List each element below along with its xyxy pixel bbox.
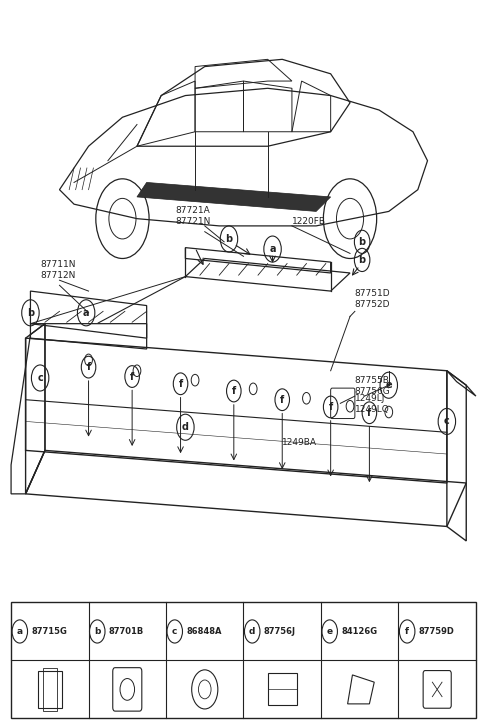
Text: e: e xyxy=(327,627,333,636)
Text: 1249BA: 1249BA xyxy=(282,438,317,447)
Text: 87711N
87712N: 87711N 87712N xyxy=(40,260,75,280)
Text: f: f xyxy=(130,371,134,382)
Text: 87756J: 87756J xyxy=(264,627,296,636)
Text: f: f xyxy=(329,402,333,412)
Text: 87701B: 87701B xyxy=(109,627,144,636)
Text: a: a xyxy=(17,627,23,636)
Text: a: a xyxy=(269,244,276,254)
Text: 87715G: 87715G xyxy=(31,627,67,636)
Text: f: f xyxy=(280,395,284,405)
Bar xyxy=(11,603,476,718)
Text: 87759D: 87759D xyxy=(419,627,455,636)
Text: 1249LJ
1249LQ: 1249LJ 1249LQ xyxy=(355,394,390,414)
Text: f: f xyxy=(232,386,236,396)
Text: f: f xyxy=(367,408,372,418)
Text: 86848A: 86848A xyxy=(187,627,222,636)
Text: b: b xyxy=(225,234,232,244)
Text: b: b xyxy=(94,627,100,636)
Text: f: f xyxy=(178,379,183,389)
Text: a: a xyxy=(83,308,90,318)
Text: 84126G: 84126G xyxy=(341,627,377,636)
Text: e: e xyxy=(385,380,392,390)
Text: c: c xyxy=(172,627,177,636)
Text: b: b xyxy=(358,237,366,247)
Text: d: d xyxy=(249,627,255,636)
Bar xyxy=(37,671,62,707)
Bar xyxy=(42,667,57,711)
Text: b: b xyxy=(27,308,34,318)
Text: f: f xyxy=(86,362,91,372)
Polygon shape xyxy=(137,182,331,212)
Text: f: f xyxy=(405,627,409,636)
Bar xyxy=(268,673,297,705)
Text: c: c xyxy=(444,417,450,427)
Text: 1220FB: 1220FB xyxy=(292,217,326,226)
Text: d: d xyxy=(182,422,189,433)
Text: 87755B
87756G: 87755B 87756G xyxy=(355,376,391,396)
Text: 87721A
87721N: 87721A 87721N xyxy=(176,206,211,226)
Text: b: b xyxy=(358,255,366,265)
Text: c: c xyxy=(37,373,43,383)
Text: 87751D
87752D: 87751D 87752D xyxy=(355,289,391,309)
